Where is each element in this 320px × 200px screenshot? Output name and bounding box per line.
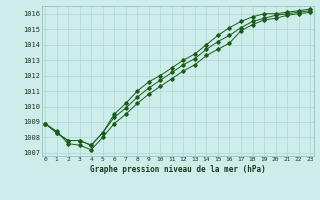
X-axis label: Graphe pression niveau de la mer (hPa): Graphe pression niveau de la mer (hPa) — [90, 165, 266, 174]
